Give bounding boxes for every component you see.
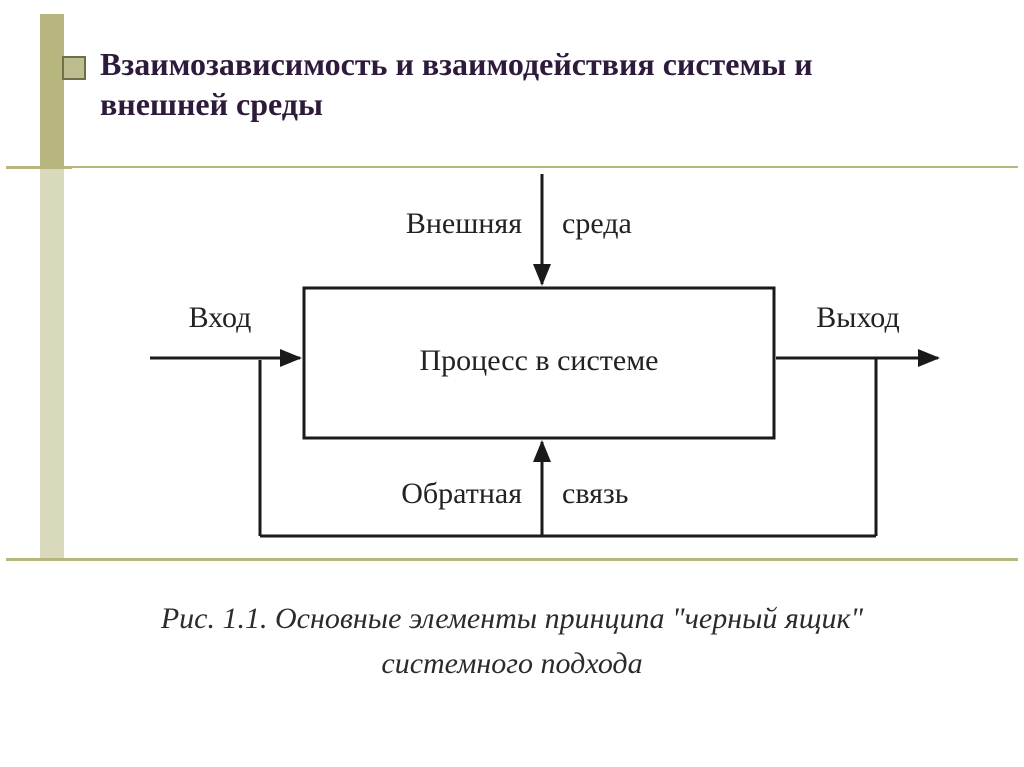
black-box-diagram: Процесс в системе Внешняя среда Вход Выход Об… — [72, 168, 1018, 556]
feedback-mid-arrow-head — [533, 440, 551, 462]
caption-line2: системного подхода — [381, 647, 642, 680]
diagram-svg: Процесс в системе Внешняя среда Вход Выход Об… — [72, 168, 1018, 556]
env-arrow-head — [533, 264, 551, 286]
slide: { "title": "Взаимозависимость и взаимоде… — [0, 0, 1024, 767]
output-label: Выход — [816, 301, 899, 334]
output-arrow-head — [918, 349, 940, 367]
env-label-right: среда — [562, 207, 632, 240]
slide-title: Взаимозависимость и взаимодействия систе… — [100, 44, 920, 124]
caption-line1: Рис. 1.1. Основные элементы принципа "че… — [161, 602, 863, 635]
input-arrow-head — [280, 349, 302, 367]
feedback-label-right: связь — [562, 477, 628, 510]
left-bar-top — [40, 14, 64, 166]
left-bar-mid — [40, 166, 64, 558]
rule-bottom — [6, 558, 1018, 561]
feedback-label-left: Обратная — [401, 477, 522, 510]
figure-caption: Рис. 1.1. Основные элементы принципа "че… — [72, 596, 952, 686]
title-bullet — [62, 56, 86, 80]
input-label: Вход — [189, 301, 252, 334]
env-label-left: Внешняя — [406, 207, 522, 240]
process-label: Процесс в системе — [420, 344, 659, 377]
